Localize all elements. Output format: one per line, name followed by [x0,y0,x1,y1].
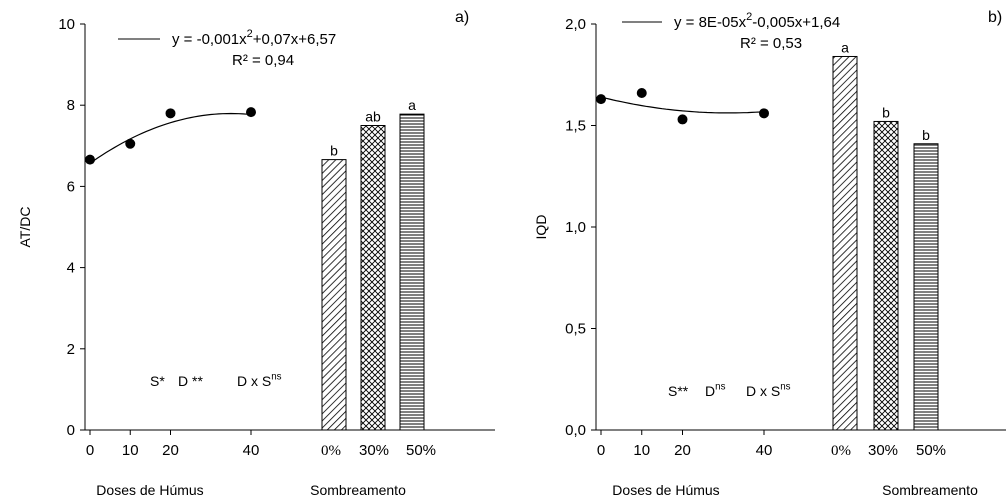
y-tick-label: 2 [67,341,75,358]
significance-s: S* [150,373,165,389]
y-tick-label: 6 [67,178,75,195]
bar-category-label: 30% [868,442,898,459]
x-tick-label: 40 [243,442,260,459]
y-tick-label: 10 [58,16,75,33]
significance-d: Dns [705,382,726,399]
fit-curve [89,112,252,164]
fit-curve [600,96,765,114]
y-tick-label: 8 [67,97,75,114]
y-tick-label: 1,0 [565,219,586,236]
x-tick-label: 0 [597,442,605,459]
y-tick-label: 1,5 [565,118,586,135]
data-point [165,108,176,119]
x-axis-label-doses: Doses de Húmus [96,482,203,498]
data-point [125,138,136,149]
bar [360,125,386,431]
equation-text: y = 8E-05x2-0,005x+1,64 [674,11,840,31]
bar-category-label: 50% [916,442,946,459]
bar [913,143,939,431]
x-tick-label: 20 [674,442,691,459]
significance-dxs: D x Sns [237,372,282,389]
x-tick-label: 10 [633,442,650,459]
bar-letter: a [408,97,416,113]
y-tick-label: 0,5 [565,321,586,338]
bar-letter: b [922,127,930,143]
r-squared-text: R² = 0,94 [232,52,294,69]
x-axis-label-shade: Sombreamento [310,482,406,498]
bar-letter: a [841,39,849,55]
bar-letter: ab [365,109,381,125]
bar [832,55,858,431]
significance-dxs: D x Sns [746,382,791,399]
bar [321,159,347,431]
bar-category-label: 30% [359,442,389,459]
bar-category-label: 0% [321,443,341,459]
bar [399,113,425,431]
r-squared-text: R² = 0,53 [740,35,802,52]
y-axis-label: AT/DC [17,207,33,248]
data-point [246,107,256,118]
data-point [596,94,606,105]
y-tick-label: 4 [67,260,75,277]
x-tick-label: 40 [756,442,773,459]
bar-category-label: 50% [406,442,436,459]
y-tick-label: 0 [67,422,75,439]
y-tick-label: 0,0 [565,422,586,439]
x-tick-label: 20 [162,442,179,459]
significance-s: S** [668,383,689,399]
x-tick-label: 10 [122,442,139,459]
panel-label: a) [455,9,469,26]
bar-letter: b [330,143,338,159]
data-point [636,88,647,99]
equation-text: y = -0,001x2+0,07x+6,57 [172,28,336,48]
bar [873,120,899,431]
chart-panel-b: 0,0 0,5 1,0 1,5 2,0 IQD b) 0 10 20 40 0% 30% 50% Doses… [533,9,1006,498]
chart-panel-a: 0 2 4 6 8 10 AT/DC a) 0 10 20 40 0% 30% 50% Doses de Hú… [17,9,495,498]
panel-label: b) [988,9,1002,26]
bar-letter: b [882,104,890,120]
x-axis-label-shade: Sombreamento [882,482,978,498]
y-axis-label: IQD [533,215,549,240]
y-tick-label: 2,0 [565,16,586,33]
x-tick-label: 0 [86,442,94,459]
x-axis-label-doses: Doses de Húmus [612,482,719,498]
data-point [759,108,769,119]
data-point [85,154,95,165]
bar-category-label: 0% [831,443,851,459]
data-point [677,114,688,125]
significance-d: D ** [178,373,203,389]
